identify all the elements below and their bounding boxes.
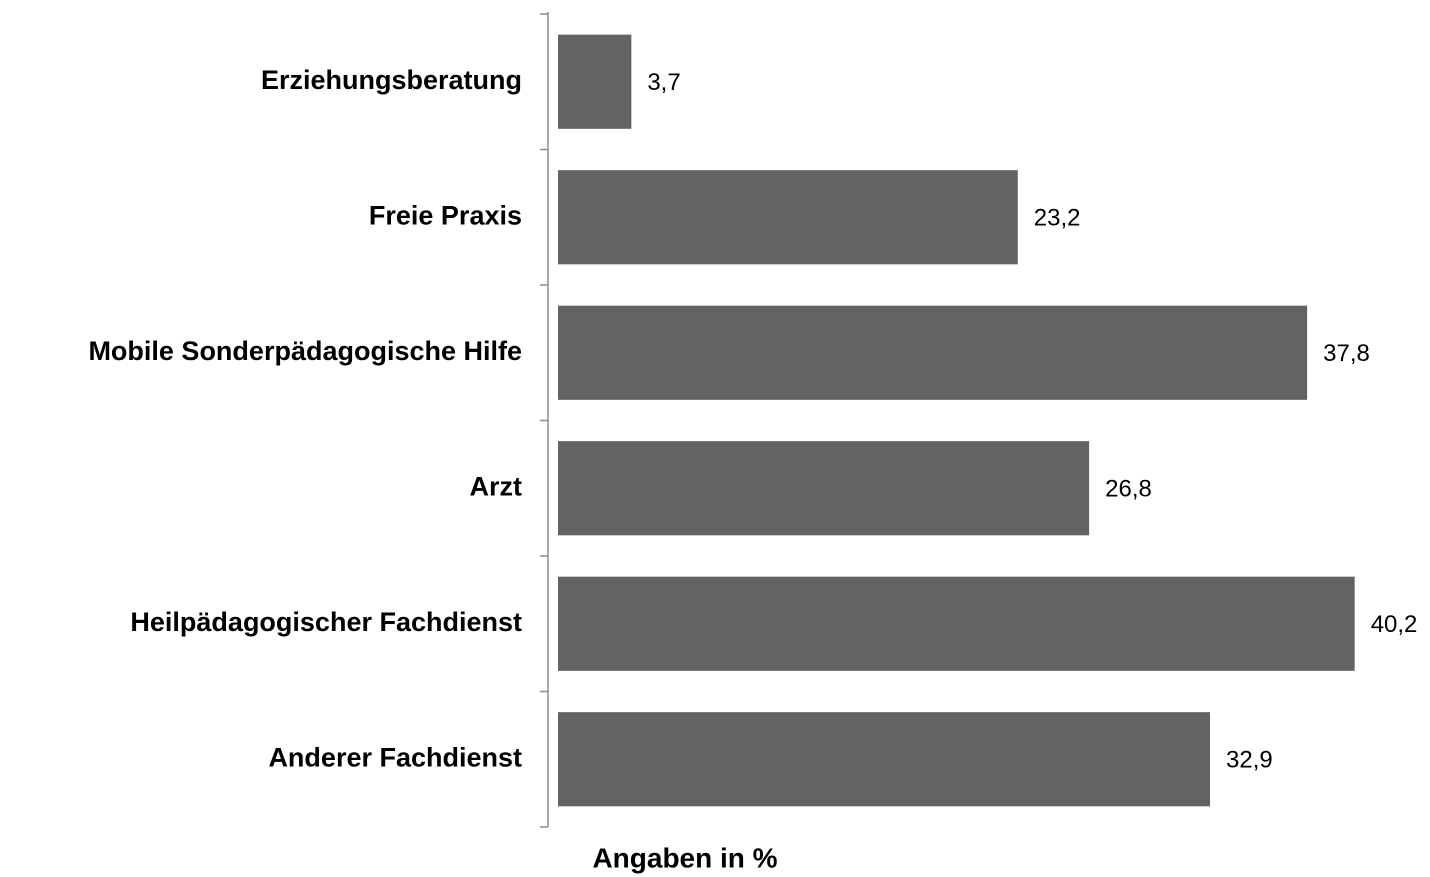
value-label: 26,8 [1105,476,1152,503]
bar [558,305,1308,400]
category-label: Heilpädagogischer Fachdienst [130,607,522,637]
bar [558,576,1355,671]
category-label: Freie Praxis [369,200,522,230]
value-label: 37,8 [1323,340,1370,367]
category-label: Anderer Fachdienst [268,742,522,772]
x-axis-label: Angaben in % [592,842,777,873]
category-label: Arzt [470,471,523,501]
bar [558,170,1018,265]
bar [558,441,1090,536]
value-label: 40,2 [1371,611,1418,638]
bar [558,34,632,129]
category-label: Mobile Sonderpädagogische Hilfe [88,336,522,366]
value-label: 23,2 [1034,205,1081,232]
value-label: 32,9 [1226,747,1273,774]
bar [558,712,1211,807]
value-label: 3,7 [647,69,680,96]
category-label: Erziehungsberatung [261,65,522,95]
